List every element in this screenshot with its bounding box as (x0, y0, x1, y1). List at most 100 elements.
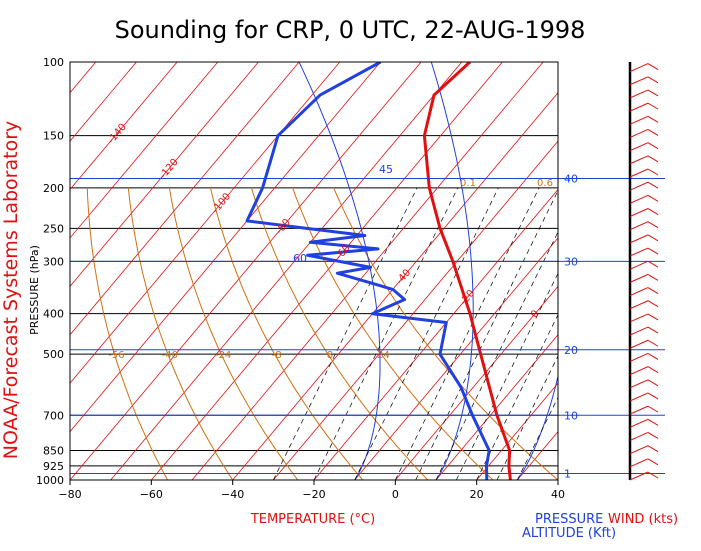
dry-adiabat-label: -8 (272, 350, 282, 361)
wind-barb (629, 221, 659, 231)
wind-barb (629, 247, 659, 257)
wind-barb (629, 115, 659, 125)
mixing-ratio-line (313, 187, 459, 480)
wind-barb (629, 234, 659, 244)
y-axis-label: PRESSURE (hPa) (28, 245, 41, 335)
wind-barb (629, 63, 659, 73)
isotherm-line (395, 285, 558, 480)
moist-adiabat-label: 45 (379, 163, 393, 176)
wind-barb (629, 352, 659, 362)
moist-adiabat-line (516, 374, 558, 480)
pressure-tick-label: 150 (43, 130, 64, 143)
isotherm-line (517, 430, 558, 480)
wind-barb (629, 432, 659, 441)
dry-adiabat-label: 24 (377, 350, 390, 361)
isotherm-line (354, 237, 558, 480)
mixing-ratio-line (354, 187, 499, 480)
wind-barb (629, 445, 659, 455)
isotherm-line (70, 62, 381, 433)
wind-barb (629, 392, 659, 402)
isotherm-label: -100 (210, 191, 233, 215)
altitude-tick-label: 1 (564, 468, 571, 481)
mixing-ratio-label: 0.1 (460, 178, 476, 189)
wind-barb (629, 168, 659, 178)
isotherm-line (70, 62, 300, 336)
isotherm-line (110, 62, 463, 480)
mixing-ratio-line (415, 189, 558, 480)
mixing-ratio-line (476, 313, 558, 480)
temperature-tick-label: 0 (392, 488, 399, 501)
temperature-tick-label: −40 (221, 488, 244, 501)
dry-adiabat-line (127, 187, 234, 480)
temperature-tick-label: −80 (58, 488, 81, 501)
wind-barb (629, 326, 659, 336)
isotherm-line (232, 92, 558, 480)
wind-barb (629, 273, 659, 283)
pressure-tick-label: 925 (43, 460, 64, 473)
wind-barb (629, 260, 659, 270)
isotherm-label: -140 (106, 122, 129, 146)
dry-adiabat-line (209, 187, 364, 480)
altitude-tick-label: 10 (564, 409, 578, 422)
dry-adiabat-line (251, 187, 429, 480)
wind-barb (629, 418, 659, 428)
pressure-tick-label: 1000 (36, 474, 64, 487)
wind-barb (629, 142, 659, 152)
mixing-ratio-label: 0.6 (537, 178, 553, 189)
dry-adiabat-label: -24 (215, 350, 231, 361)
pressure-tick-label: 300 (43, 255, 64, 268)
dry-adiabat-line (168, 187, 299, 480)
isotherm-line (476, 382, 558, 480)
altitude-tick-label: 30 (564, 255, 578, 268)
dry-adiabat-line (86, 187, 169, 480)
isotherm-line (273, 140, 558, 480)
pressure-tick-label: 250 (43, 222, 64, 235)
x-axis-label: TEMPERATURE (°C) (250, 512, 375, 527)
pressure-tick-label: 400 (43, 308, 64, 321)
wind-barb (629, 155, 659, 165)
wind-barb (629, 102, 659, 112)
wind-barb (629, 405, 659, 415)
isotherm-label: -120 (158, 157, 181, 181)
plot-area (70, 62, 558, 480)
wind-barb (629, 458, 659, 468)
wind-barb (629, 194, 659, 204)
isotherm-line (70, 62, 219, 239)
dry-adiabat-label: -40 (162, 350, 178, 361)
dry-adiabat-label: 8 (327, 350, 333, 361)
temperature-profile-line (422, 62, 512, 480)
moist-adiabat-line (298, 62, 381, 480)
wind-barb (629, 181, 659, 191)
altitude-tick-label: 20 (564, 344, 578, 357)
isotherm-line (70, 62, 178, 191)
altitude-label: ALTITUDE (Kft) (522, 526, 616, 541)
chart-title: Sounding for CRP, 0 UTC, 22-AUG-1998 (115, 16, 586, 44)
wind-barb (629, 287, 659, 297)
isotherm-line (70, 62, 137, 142)
wind-label: WIND (kts) (608, 512, 678, 527)
pressure-tick-label: 100 (43, 56, 64, 69)
wind-barb (629, 313, 659, 323)
wind-barb (629, 339, 659, 349)
wind-barb (629, 76, 659, 86)
isotherm-line (151, 62, 503, 480)
dry-adiabat-line (333, 187, 558, 480)
wind-barb (629, 471, 659, 481)
mixing-ratio-line (273, 187, 418, 480)
pressure-tick-label: 500 (43, 348, 64, 361)
wind-barb (629, 129, 659, 138)
moist-adiabat-label: 60 (293, 252, 307, 265)
mixing-ratio-line (496, 355, 558, 480)
altitude-tick-label: 40 (564, 173, 578, 186)
temperature-tick-label: −60 (140, 488, 163, 501)
wind-barb (629, 208, 659, 217)
isotherm-line (70, 62, 422, 480)
mixing-ratio-line (517, 396, 558, 480)
pressure-tick-label: 700 (43, 409, 64, 422)
isotherm-label: 0 (529, 308, 542, 320)
org-side-label: NOAA/Forecast Systems Laboratory (0, 121, 22, 459)
dry-adiabat-label: -56 (108, 350, 124, 361)
wind-barb (629, 89, 659, 99)
temperature-tick-label: 20 (470, 488, 484, 501)
pressure-label: PRESSURE (535, 512, 603, 527)
